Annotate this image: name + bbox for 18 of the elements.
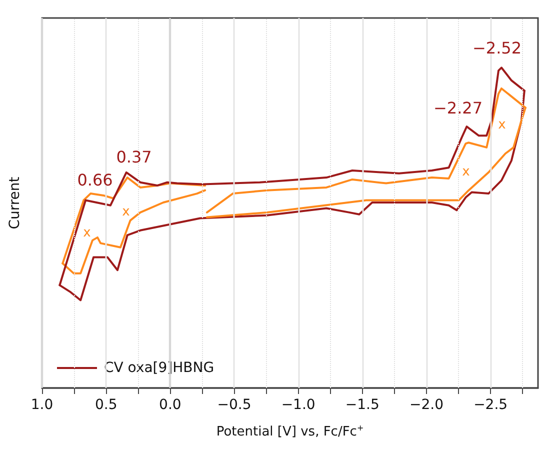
annotation: x (498, 118, 506, 132)
annotation: x (462, 164, 470, 180)
x-tick-label: −1.0 (281, 397, 316, 413)
x-tick-label: 0.0 (159, 397, 182, 413)
x-axis-title: Potential [V] vs, Fc/Fc+ (216, 424, 364, 440)
x-tick-label: −2.5 (474, 397, 508, 413)
y-axis-title: Current (7, 176, 23, 230)
x-tick-label: −2.0 (409, 397, 444, 413)
annotation: 0.37 (116, 148, 152, 166)
x-tick-label: −0.5 (217, 397, 252, 413)
x-tick-label: 0.5 (94, 397, 118, 413)
annotation: x (122, 204, 130, 220)
x-tick-label: 1.0 (30, 397, 54, 413)
annotation: 0.66 (77, 170, 113, 190)
x-tick-label: −1.5 (345, 397, 380, 413)
text: −2.52 (472, 38, 522, 58)
annotation: x (83, 226, 92, 240)
annotation: −2.27 (433, 98, 483, 118)
